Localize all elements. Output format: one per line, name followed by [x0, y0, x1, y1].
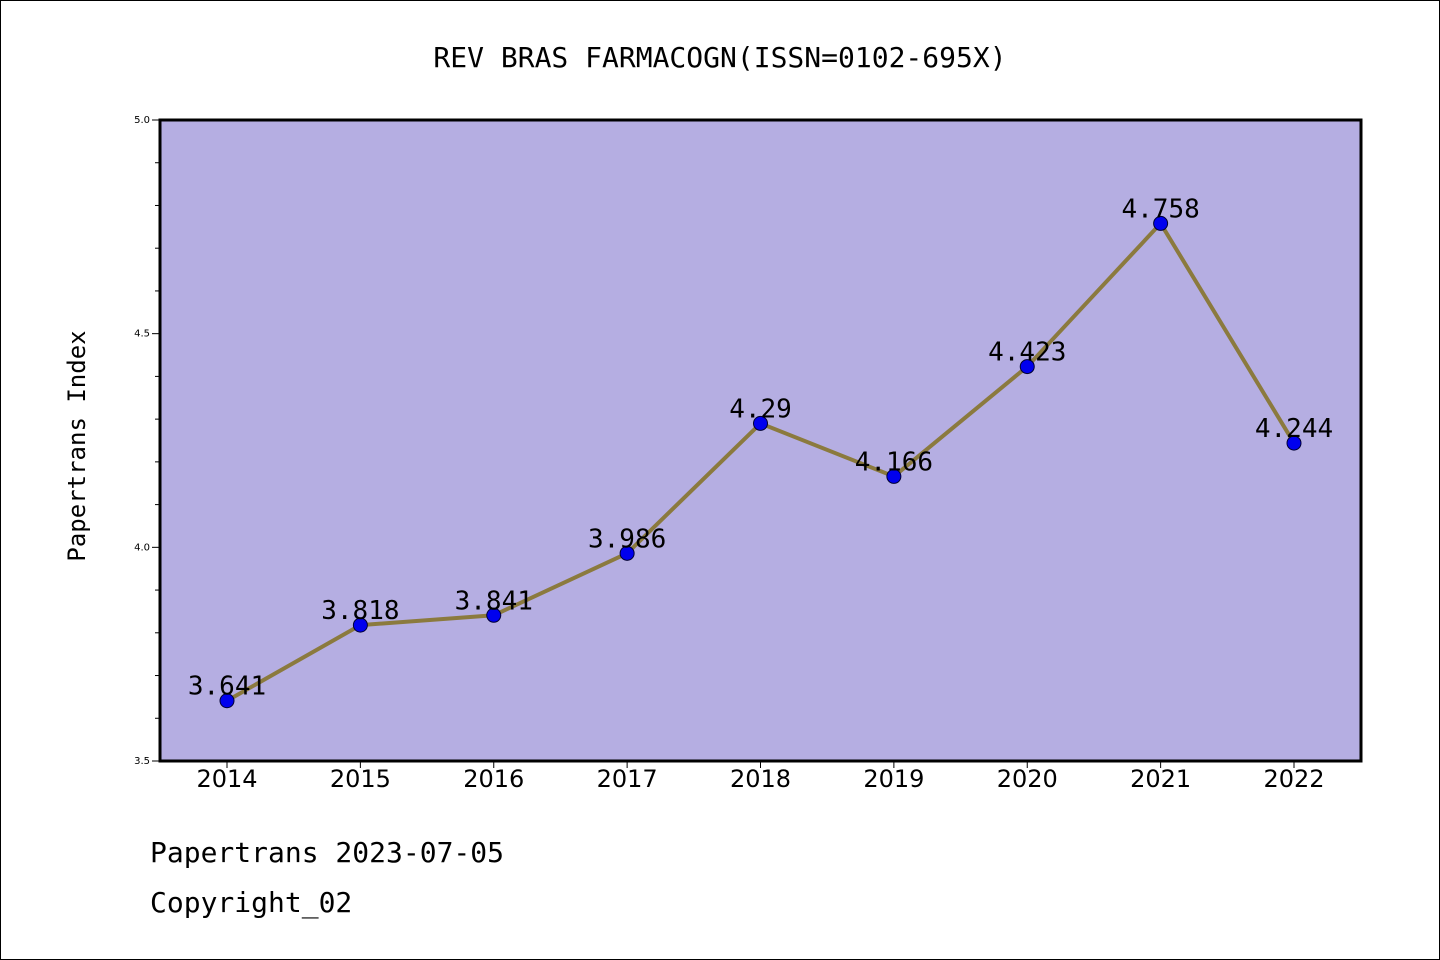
y-tick-label: 4.0 — [134, 542, 150, 553]
data-label: 3.641 — [188, 672, 266, 702]
footer-date: Papertrans 2023-07-05 — [150, 836, 505, 869]
x-tick-label: 2014 — [196, 765, 257, 793]
data-point — [753, 415, 768, 431]
data-label: 4.423 — [988, 338, 1066, 368]
data-point — [219, 693, 235, 709]
x-tick-label: 2020 — [997, 765, 1058, 793]
data-label: 3.841 — [455, 586, 533, 616]
chart-title: REV BRAS FARMACOGN(ISSN=0102-695X) — [433, 41, 1006, 74]
data-label: 4.29 — [729, 394, 792, 424]
data-point — [1153, 215, 1169, 231]
x-tick-label: 2021 — [1130, 765, 1191, 793]
y-axis-label: Papertrans Index — [63, 330, 91, 561]
data-point — [1286, 435, 1302, 451]
data-points — [219, 215, 1302, 709]
x-axis: 2014 2015 2016 2017 2018 2019 2020 2021 2022 — [196, 761, 1325, 793]
x-tick-label: 2017 — [597, 765, 658, 793]
data-labels: 3.641 3.818 3.841 3.986 4.29 4.166 4.423 4.758 4… — [188, 194, 1333, 701]
data-label: 4.758 — [1121, 194, 1199, 224]
data-point — [619, 545, 635, 561]
x-tick-label: 2022 — [1263, 765, 1324, 793]
footer-copyright: Copyright_02 — [150, 886, 353, 919]
data-point — [886, 468, 902, 484]
y-tick-label: 3.5 — [134, 756, 150, 767]
data-label: 4.244 — [1255, 414, 1333, 444]
x-tick-label: 2015 — [330, 765, 391, 793]
y-axis: 3.5 4.0 4.5 5.0 — [134, 115, 160, 767]
plot-border — [158, 118, 1363, 763]
x-tick-label: 2016 — [463, 765, 524, 793]
data-point — [1019, 359, 1035, 375]
y-tick-label: 4.5 — [134, 329, 150, 340]
y-tick-label: 5.0 — [134, 115, 150, 126]
data-label: 3.986 — [588, 524, 666, 554]
x-tick-label: 2019 — [863, 765, 924, 793]
x-tick-label: 2018 — [730, 765, 791, 793]
data-label: 4.166 — [855, 447, 933, 477]
data-label: 3.818 — [321, 596, 399, 626]
data-point — [486, 607, 502, 623]
data-point — [352, 617, 368, 633]
